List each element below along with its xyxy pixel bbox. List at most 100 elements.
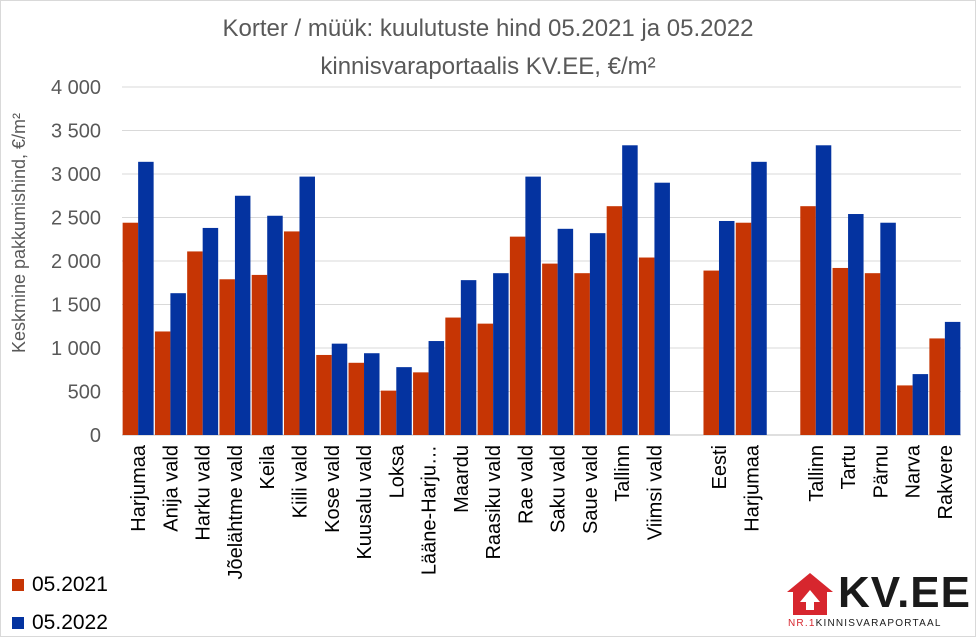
x-tick-label: Narva <box>903 444 925 498</box>
y-tick-label: 1 000 <box>51 338 101 360</box>
bar-05-2022-18 <box>718 220 735 435</box>
x-tick-label: Kuusalu vald <box>354 445 376 560</box>
y-tick-label: 2 500 <box>51 208 101 230</box>
logo-tagline-nr: NR.1 <box>788 618 816 629</box>
bar-05-2022-5 <box>299 176 315 436</box>
bar-05-2021-8 <box>380 390 397 435</box>
x-tick-label: Viimsi vald <box>644 445 666 540</box>
bar-05-2022-4 <box>267 215 283 435</box>
bar-05-2021-11 <box>477 323 494 435</box>
chart-title-line2: kinnisvaraportaalis KV.EE, €/m² <box>320 53 656 80</box>
bar-05-2021-12 <box>509 236 526 435</box>
x-tick-label: Tartu <box>838 445 860 489</box>
bar-05-2021-21 <box>800 206 816 435</box>
kv-ee-logo: KV.EE NR.1KINNISVARAPORTAAL <box>786 568 972 632</box>
bar-05-2021-23 <box>864 273 881 435</box>
bar-05-2022-0 <box>138 161 154 435</box>
bar-05-2021-25 <box>929 338 945 435</box>
logo-tagline: NR.1KINNISVARAPORTAAL <box>788 618 942 629</box>
bar-05-2021-6 <box>316 354 332 435</box>
chart-title: Korter / müük: kuulutuste hind 05.2021 j… <box>0 10 976 86</box>
y-tick-label: 500 <box>68 382 101 404</box>
x-axis-ticks: Harjumaa Anija vald Harku vald Jõelähtme va… <box>128 444 957 579</box>
logo-tagline-rest: KINNISVARAPORTAAL <box>815 618 942 629</box>
bar-05-2022-3 <box>234 195 251 435</box>
bar-05-2022-1 <box>170 293 186 435</box>
bar-05-2021-22 <box>832 267 849 435</box>
bar-05-2022-23 <box>880 222 896 435</box>
bar-05-2022-21 <box>815 145 832 436</box>
x-tick-label: Eesti <box>709 445 731 489</box>
bar-05-2022-25 <box>944 321 961 435</box>
x-tick-label: Harjumaa <box>741 444 763 532</box>
bar-05-2022-7 <box>364 353 380 435</box>
y-tick-label: 4 000 <box>51 77 101 99</box>
bar-05-2021-4 <box>251 274 268 435</box>
y-axis-ticks: 0 500 1 000 1 500 2 000 2 500 3 000 3 500 4 000 <box>51 77 101 447</box>
bar-05-2021-1 <box>154 331 171 435</box>
x-tick-label: Saue vald <box>580 445 602 534</box>
x-tick-label: Raasiku vald <box>483 445 505 560</box>
x-tick-label: Maardu <box>451 445 473 513</box>
legend-label-2022: 05.2022 <box>32 611 108 634</box>
bar-05-2021-18 <box>703 270 719 435</box>
bar-05-2022-16 <box>654 182 670 435</box>
x-tick-label: Keila <box>257 444 279 489</box>
bar-05-2021-16 <box>638 257 655 435</box>
bar-05-2021-9 <box>413 372 429 435</box>
bar-05-2021-3 <box>219 279 235 435</box>
legend-swatch-2021 <box>12 579 24 591</box>
legend: 05.2021 05.2022 <box>12 566 108 642</box>
bar-05-2022-19 <box>751 161 767 435</box>
x-tick-label: Anija vald <box>160 445 182 532</box>
bar-05-2021-5 <box>283 231 300 435</box>
bar-05-2022-8 <box>396 367 412 435</box>
bar-05-2021-10 <box>445 317 461 435</box>
bar-05-2021-24 <box>897 385 913 435</box>
y-tick-label: 3 000 <box>51 164 101 186</box>
bar-05-2022-12 <box>525 176 541 436</box>
bar-05-2021-19 <box>735 222 752 435</box>
y-tick-label: 1 500 <box>51 295 101 317</box>
legend-swatch-2022 <box>12 617 24 629</box>
x-tick-label: Rae vald <box>515 445 537 524</box>
y-axis-label: Keskmine pakkumishind, €/m² <box>9 113 29 353</box>
chart-title-line1: Korter / müük: kuulutuste hind 05.2021 j… <box>222 15 754 42</box>
bar-05-2022-9 <box>428 341 445 435</box>
y-tick-label: 2 000 <box>51 251 101 273</box>
x-tick-label: Loksa <box>386 444 408 498</box>
bars <box>122 145 961 436</box>
x-tick-label: Tallinn <box>806 445 828 502</box>
bar-05-2022-15 <box>622 145 638 436</box>
bar-05-2022-10 <box>460 280 477 435</box>
bar-05-2022-11 <box>493 273 509 435</box>
bar-05-2022-14 <box>589 233 606 435</box>
x-tick-label: Lääne-Harju… <box>419 445 441 575</box>
logo-text: KV.EE <box>838 568 972 617</box>
bar-05-2021-13 <box>542 263 558 435</box>
x-tick-label: Jõelähtme vald <box>225 445 247 580</box>
y-tick-label: 3 500 <box>51 121 101 143</box>
x-tick-label: Tallinn <box>612 445 634 502</box>
house-arrow-icon <box>787 573 833 615</box>
y-tick-label: 0 <box>90 425 101 447</box>
x-tick-label: Pärnu <box>870 445 892 498</box>
legend-label-2021: 05.2021 <box>32 573 108 596</box>
x-tick-label: Saku vald <box>548 445 570 533</box>
legend-item-2022: 05.2022 <box>12 604 108 642</box>
bar-05-2021-0 <box>122 222 139 435</box>
bar-05-2021-15 <box>606 206 623 435</box>
bar-05-2022-2 <box>202 227 219 435</box>
x-tick-label: Harku vald <box>193 445 215 541</box>
x-tick-label: Kose vald <box>322 445 344 533</box>
bar-05-2021-2 <box>187 251 203 435</box>
legend-item-2021: 05.2021 <box>12 566 108 604</box>
bar-05-2021-14 <box>574 273 590 435</box>
bar-05-2022-6 <box>331 343 348 435</box>
x-tick-label: Harjumaa <box>128 444 150 532</box>
bar-05-2022-24 <box>912 374 929 435</box>
x-tick-label: Kiili vald <box>289 445 311 518</box>
bar-05-2022-13 <box>557 228 574 435</box>
x-tick-label: Rakvere <box>935 445 957 519</box>
